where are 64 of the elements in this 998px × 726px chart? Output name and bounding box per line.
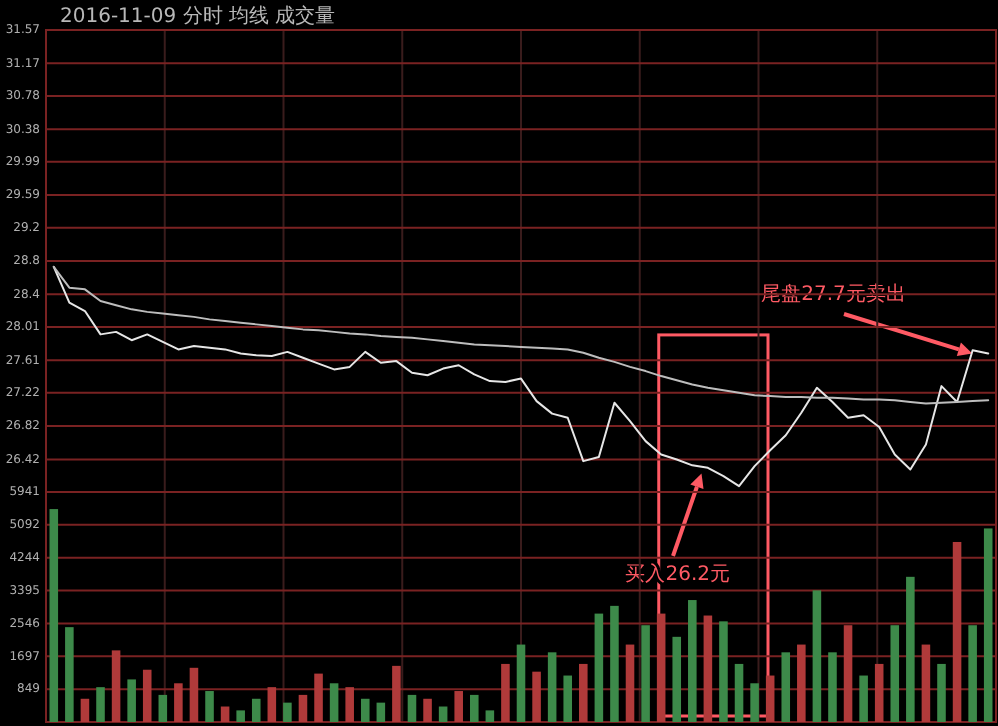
bar (874, 663, 884, 722)
bar (283, 702, 292, 722)
bar (890, 625, 900, 722)
bar (594, 613, 604, 722)
bar (703, 615, 713, 722)
bar (96, 687, 105, 722)
bar (797, 644, 806, 722)
bar (438, 706, 448, 722)
bar (859, 675, 868, 722)
bar (65, 627, 74, 722)
bar (360, 698, 370, 722)
bar (672, 636, 682, 722)
bar (516, 644, 526, 722)
bar (719, 621, 728, 722)
bar (781, 652, 791, 722)
bar (392, 665, 401, 722)
bar (641, 625, 650, 722)
bar (921, 644, 931, 722)
bar (983, 528, 993, 722)
bar (968, 625, 977, 722)
bar (765, 675, 775, 722)
bar (220, 706, 230, 722)
bar (952, 541, 962, 722)
bar (656, 613, 666, 722)
bar (937, 663, 946, 722)
bar (267, 687, 277, 722)
bar (501, 663, 510, 722)
bar (329, 683, 339, 722)
bar (610, 605, 619, 722)
line-series (52, 265, 990, 405)
bar (750, 683, 759, 722)
bar (906, 576, 915, 722)
chart-title: 2016-11-09 分时 均线 成交量 (60, 4, 336, 28)
bar (423, 698, 432, 722)
bar (236, 710, 245, 722)
bar (625, 644, 635, 722)
bar (688, 600, 697, 722)
bar (407, 694, 417, 722)
bar (251, 698, 261, 722)
bar (828, 652, 837, 722)
bar (189, 667, 199, 722)
bar (485, 710, 495, 722)
bar (579, 663, 588, 722)
bar (80, 698, 90, 722)
line-series (52, 265, 990, 488)
bar (376, 702, 386, 722)
bar (314, 673, 323, 722)
bar (563, 675, 572, 722)
bar (111, 650, 121, 722)
bar (843, 625, 853, 722)
bar (298, 694, 308, 722)
bar (547, 652, 557, 722)
bar (205, 691, 214, 722)
bar (158, 694, 168, 722)
bar (532, 671, 541, 722)
bar (127, 679, 136, 722)
bar (454, 691, 463, 722)
bar (812, 590, 822, 722)
bar (142, 669, 152, 722)
bar (470, 694, 479, 722)
bar (174, 683, 183, 722)
bar (734, 663, 744, 722)
bar (345, 687, 354, 722)
bar (49, 509, 59, 722)
